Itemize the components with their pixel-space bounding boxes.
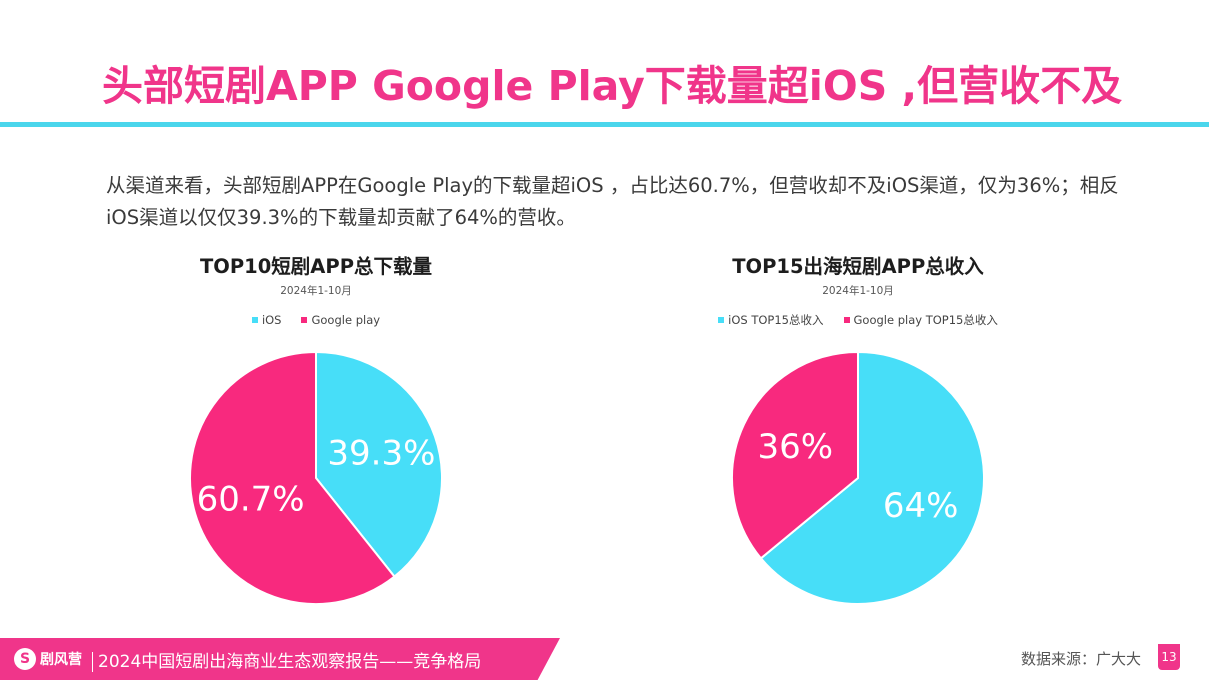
logo-text: 剧风营 — [40, 652, 82, 668]
legend-swatch-ios — [251, 317, 258, 323]
chart-subtitle: 2024年1-10月 — [822, 285, 894, 297]
chart-legend: iOS Google play — [56, 312, 576, 328]
chart-title: TOP10短剧APP总下载量 — [200, 255, 432, 278]
legend-item-ios: iOS — [251, 312, 282, 328]
footer-separator — [92, 652, 93, 672]
chart-downloads: TOP10短剧APP总下载量 2024年1-10月 iOS Google pla… — [56, 252, 576, 328]
legend-swatch-ios — [718, 317, 725, 323]
data-source: 数据来源：广大大 — [1021, 650, 1142, 668]
legend-swatch-google — [843, 317, 850, 323]
data-label: 36% — [758, 427, 834, 467]
data-label: 60.7% — [197, 479, 305, 519]
legend-item-google: Google play TOP15总收入 — [843, 312, 998, 328]
legend-label: Google play TOP15总收入 — [853, 313, 998, 327]
logo-icon: S — [14, 648, 36, 670]
title-divider — [0, 122, 1209, 127]
pie-chart-revenue: 64% 36% — [731, 350, 985, 605]
legend-label: iOS — [261, 313, 282, 327]
legend-swatch-google — [301, 317, 308, 323]
pie-slice-ios — [759, 350, 985, 605]
page-title: 头部短剧APP Google Play下载量超iOS ,但营收不及 — [102, 62, 1123, 110]
data-label: 39.3% — [327, 434, 435, 474]
description-text: 从渠道来看，头部短剧APP在Google Play的下载量超iOS ，占比达60… — [106, 174, 1119, 229]
legend-item-google: Google play — [301, 312, 380, 328]
legend-item-ios: iOS TOP15总收入 — [718, 312, 824, 328]
pie-slice-google — [731, 350, 859, 560]
legend-label: Google play — [311, 313, 381, 327]
chart-legend: iOS TOP15总收入 Google play TOP15总收入 — [598, 312, 1118, 328]
chart-subtitle: 2024年1-10月 — [280, 285, 352, 297]
pie-slice-ios — [315, 350, 443, 578]
pie-slice-google — [189, 350, 396, 605]
footer-band — [0, 638, 560, 680]
chart-title: TOP15出海短剧APP总收入 — [732, 255, 984, 278]
chart-revenue: TOP15出海短剧APP总收入 2024年1-10月 iOS TOP15总收入 … — [598, 252, 1118, 328]
page-number: 13 — [1158, 644, 1180, 670]
footer-report-title: 2024中国短剧出海商业生态观察报告——竞争格局 — [98, 652, 482, 672]
footer-logo: S 剧风营 — [14, 648, 82, 670]
pie-chart-downloads: 39.3% 60.7% — [189, 350, 443, 605]
data-label: 64% — [883, 486, 959, 526]
legend-label: iOS TOP15总收入 — [728, 313, 824, 327]
